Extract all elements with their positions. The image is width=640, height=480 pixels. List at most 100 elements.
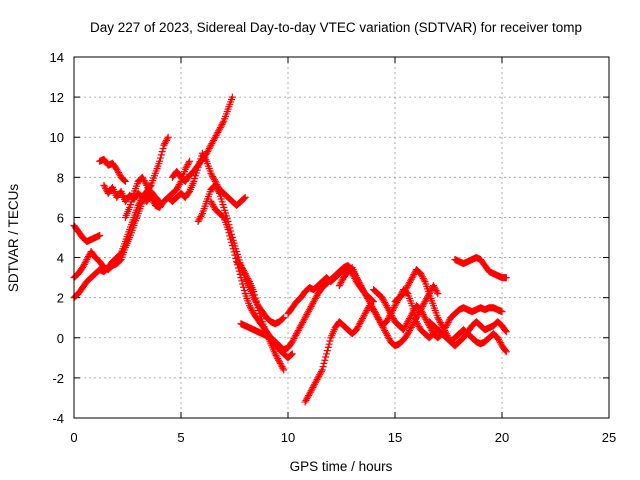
data-point	[362, 291, 370, 299]
data-point	[356, 280, 364, 288]
data-point	[380, 325, 388, 333]
data-point	[382, 300, 390, 308]
data-point	[293, 330, 301, 338]
plot-frame	[73, 56, 610, 419]
data-point	[357, 282, 365, 290]
data-point	[198, 211, 206, 219]
data-point	[287, 351, 295, 359]
data-point	[290, 335, 298, 343]
data-point	[275, 356, 283, 364]
data-point	[228, 238, 236, 246]
data-point	[239, 265, 247, 273]
data-point	[357, 318, 365, 326]
data-point	[142, 180, 150, 188]
data-point	[212, 183, 220, 191]
x-tick-label: 10	[281, 430, 295, 445]
data-point	[215, 188, 223, 196]
data-point	[186, 157, 194, 165]
data-point	[320, 359, 328, 367]
data-point	[245, 302, 253, 310]
data-point	[407, 323, 415, 331]
y-axis-label: SDTVAR / TECUs	[6, 184, 21, 293]
data-point	[311, 296, 319, 304]
data-point	[363, 293, 371, 301]
data-point	[411, 317, 419, 325]
data-point	[409, 272, 417, 280]
data-point	[409, 308, 417, 316]
data-point	[323, 347, 331, 355]
data-point	[355, 321, 363, 329]
data-point	[431, 285, 439, 293]
data-point	[354, 277, 362, 285]
data-point	[382, 328, 390, 336]
data-point	[435, 315, 443, 323]
data-point	[278, 315, 286, 323]
data-point	[175, 181, 183, 189]
data-point	[211, 181, 219, 189]
x-tick-label: 20	[495, 430, 509, 445]
data-point	[207, 197, 215, 205]
data-point	[364, 294, 372, 302]
data-point	[200, 152, 208, 160]
x-tick-label: 0	[70, 430, 77, 445]
data-point	[237, 274, 245, 282]
data-point	[288, 338, 296, 346]
data-point	[218, 120, 226, 128]
data-point	[436, 319, 444, 327]
data-point	[311, 379, 319, 387]
data-point	[100, 181, 108, 189]
data-point	[417, 306, 425, 314]
data-point	[274, 355, 282, 363]
data-point	[162, 138, 170, 146]
data-point	[367, 301, 375, 309]
data-point	[209, 173, 217, 181]
data-point	[382, 302, 390, 310]
data-point	[438, 322, 446, 330]
data-point	[406, 315, 414, 323]
data-point	[363, 307, 371, 315]
data-point	[407, 275, 415, 283]
data-series-3	[70, 187, 164, 282]
data-point	[219, 119, 227, 127]
data-point	[415, 323, 423, 331]
data-point	[237, 262, 245, 270]
data-point	[299, 319, 307, 327]
data-point	[149, 197, 157, 205]
data-point	[309, 384, 317, 392]
data-point	[352, 326, 360, 334]
data-point	[383, 303, 391, 311]
x-axis-tick-labels: 0 5 10 15 20 25	[70, 430, 616, 445]
data-point	[404, 282, 412, 290]
data-point	[185, 159, 193, 167]
data-point	[226, 232, 234, 240]
data-point	[365, 298, 373, 306]
data-point	[101, 183, 109, 191]
data-point	[311, 380, 319, 388]
data-point	[495, 335, 503, 343]
data-point	[372, 311, 380, 319]
data-point	[380, 297, 388, 305]
data-point	[359, 313, 367, 321]
data-point	[214, 186, 222, 194]
data-point	[356, 319, 364, 327]
data-point	[210, 202, 218, 210]
data-point	[196, 214, 204, 222]
data-point	[159, 144, 167, 152]
data-point	[410, 270, 418, 278]
data-point	[369, 304, 377, 312]
data-point	[253, 300, 261, 308]
data-series-17	[391, 266, 510, 350]
data-point	[79, 262, 87, 270]
data-point	[312, 293, 320, 301]
data-point	[404, 318, 412, 326]
data-point	[83, 256, 91, 264]
data-point	[495, 337, 503, 345]
data-point	[240, 286, 248, 294]
data-point	[210, 136, 218, 144]
data-point	[216, 125, 224, 133]
data-point	[360, 288, 368, 296]
data-point	[421, 298, 429, 306]
data-point	[308, 385, 316, 393]
data-series-7	[168, 93, 236, 185]
data-point	[199, 151, 207, 159]
